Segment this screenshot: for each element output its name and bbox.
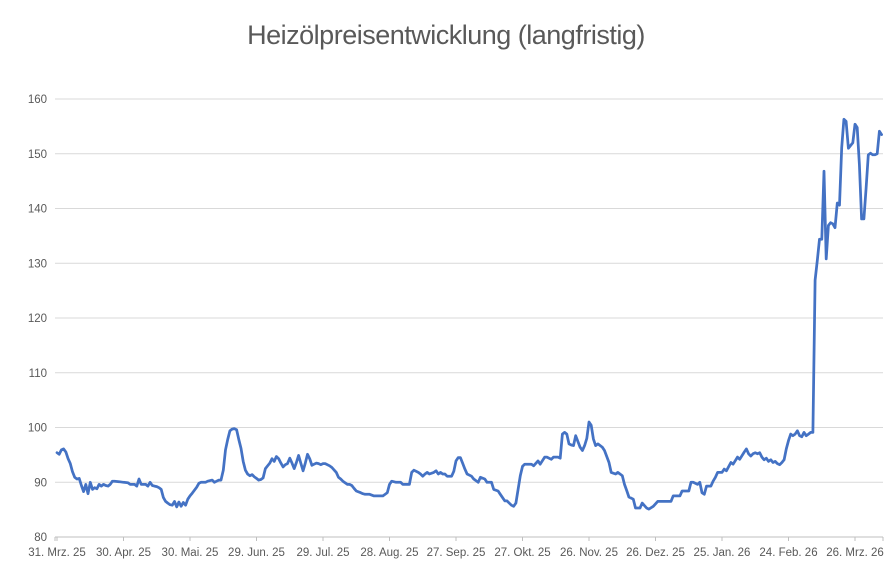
chart-title: Heizölpreisentwicklung (langfristig): [247, 20, 645, 50]
x-axis-tick-label: 31. Mrz. 25: [28, 547, 86, 559]
x-axis-tick-label: 26. Mrz. 26: [826, 547, 884, 559]
x-axis-tick-label: 29. Jun. 25: [228, 547, 285, 559]
y-axis-tick-label: 100: [28, 423, 47, 435]
y-axis-tick-label: 150: [28, 149, 47, 161]
y-axis-tick-label: 90: [34, 477, 47, 489]
x-axis-tick-label: 26. Dez. 25: [626, 547, 685, 559]
y-axis-tick-label: 160: [28, 94, 47, 106]
x-axis-tick-label: 29. Jul. 25: [296, 547, 349, 559]
x-axis-tick-label: 28. Aug. 25: [360, 547, 418, 559]
x-axis-tick-label: 30. Mai. 25: [162, 547, 219, 559]
y-axis-tick-label: 80: [34, 532, 47, 544]
x-axis-tick-labels: 31. Mrz. 25 30. Apr. 25 30. Mai. 25 29. Jun…: [28, 547, 884, 559]
x-axis-tick-label: 27. Sep. 25: [427, 547, 486, 559]
y-axis-tick-label: 120: [28, 313, 47, 325]
y-axis-tick-labels: 80 90 100 110 120 130 140 150 160: [28, 94, 47, 544]
x-axis: [54, 536, 884, 541]
x-axis-tick-label: 30. Apr. 25: [96, 547, 151, 559]
y-axis-tick-label: 110: [29, 368, 47, 380]
horizontal-gridlines: [55, 98, 883, 483]
x-axis-tick-label: 26. Nov. 25: [560, 547, 618, 559]
y-axis-tick-label: 130: [28, 258, 47, 270]
x-axis-tick-label: 24. Feb. 26: [759, 547, 817, 559]
price-line: [55, 117, 883, 511]
price-series: [55, 117, 883, 511]
x-axis-tick-label: 25. Jan. 26: [694, 547, 751, 559]
y-axis-tick-label: 140: [28, 204, 47, 216]
x-axis-tick-label: 27. Okt. 25: [494, 547, 550, 559]
